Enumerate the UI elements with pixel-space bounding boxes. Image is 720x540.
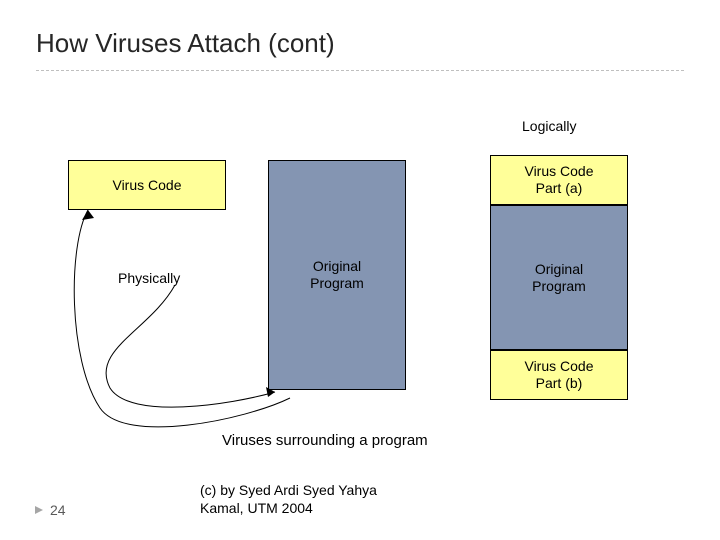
box-virus-code: Virus Code bbox=[68, 160, 226, 210]
diagram-caption: Viruses surrounding a program bbox=[222, 432, 428, 449]
slide: How Viruses Attach (cont) Logically Phys… bbox=[0, 0, 720, 540]
box-center-original-program: Original Program bbox=[268, 160, 406, 390]
box-virus-code-part-a: Virus Code Part (a) bbox=[490, 155, 628, 205]
slide-title: How Viruses Attach (cont) bbox=[36, 28, 335, 59]
label-physically: Physically bbox=[118, 270, 180, 286]
arrowhead-original-to-virus-code bbox=[82, 210, 94, 220]
box-right-original-text: Original Program bbox=[532, 261, 586, 295]
arrow-physically-to-original bbox=[106, 285, 275, 407]
page-number-wrap: 24 bbox=[34, 502, 66, 518]
box-virus-part-b-text: Virus Code Part (b) bbox=[524, 358, 593, 392]
arrow-original-to-virus-code bbox=[74, 210, 290, 427]
copyright-footer: (c) by Syed Ardi Syed Yahya Kamal, UTM 2… bbox=[200, 482, 420, 517]
box-virus-code-part-b: Virus Code Part (b) bbox=[490, 350, 628, 400]
page-number: 24 bbox=[50, 502, 66, 518]
label-logically: Logically bbox=[522, 118, 576, 134]
title-divider bbox=[36, 70, 684, 71]
page-marker-icon bbox=[34, 505, 44, 515]
box-center-original-text: Original Program bbox=[310, 258, 364, 292]
box-virus-part-a-text: Virus Code Part (a) bbox=[524, 163, 593, 197]
box-right-original-program: Original Program bbox=[490, 205, 628, 350]
box-virus-code-text: Virus Code bbox=[112, 177, 181, 194]
